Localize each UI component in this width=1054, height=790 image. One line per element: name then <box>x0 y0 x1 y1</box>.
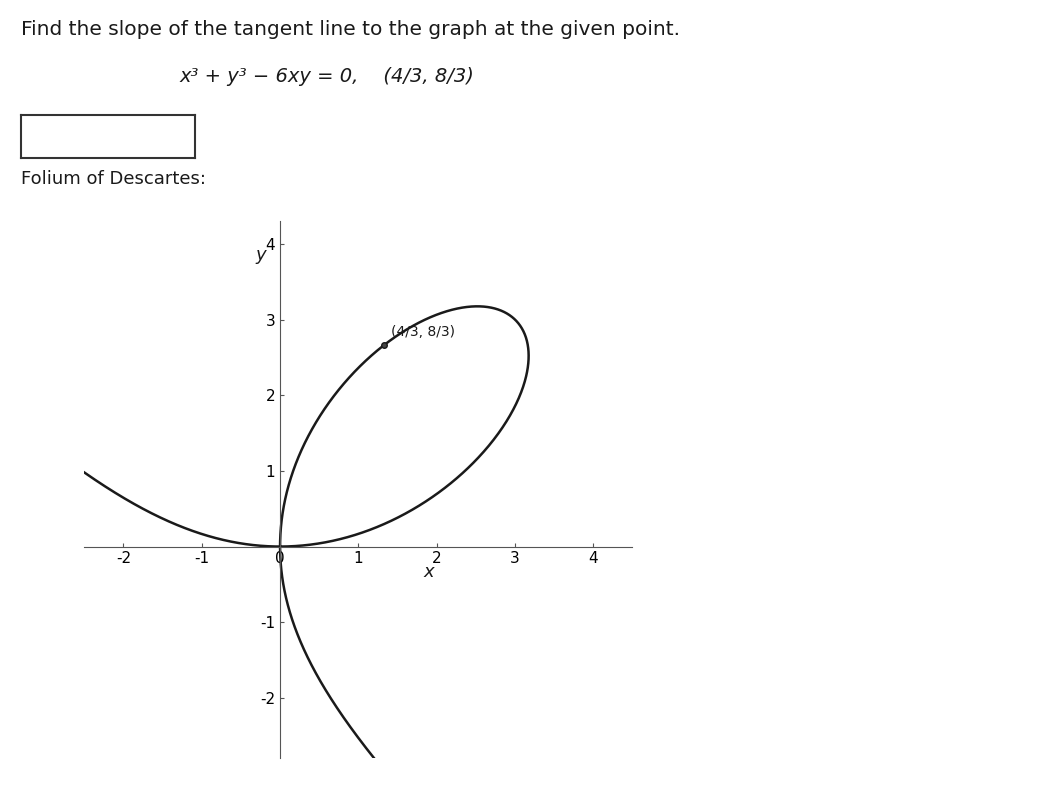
Text: Folium of Descartes:: Folium of Descartes: <box>21 170 207 188</box>
Text: x³ + y³ − 6xy = 0,    (4/3, 8/3): x³ + y³ − 6xy = 0, (4/3, 8/3) <box>179 67 474 86</box>
Text: x: x <box>424 563 434 581</box>
Text: Find the slope of the tangent line to the graph at the given point.: Find the slope of the tangent line to th… <box>21 20 680 39</box>
Text: y: y <box>255 246 266 264</box>
Text: (4/3, 8/3): (4/3, 8/3) <box>391 325 454 339</box>
